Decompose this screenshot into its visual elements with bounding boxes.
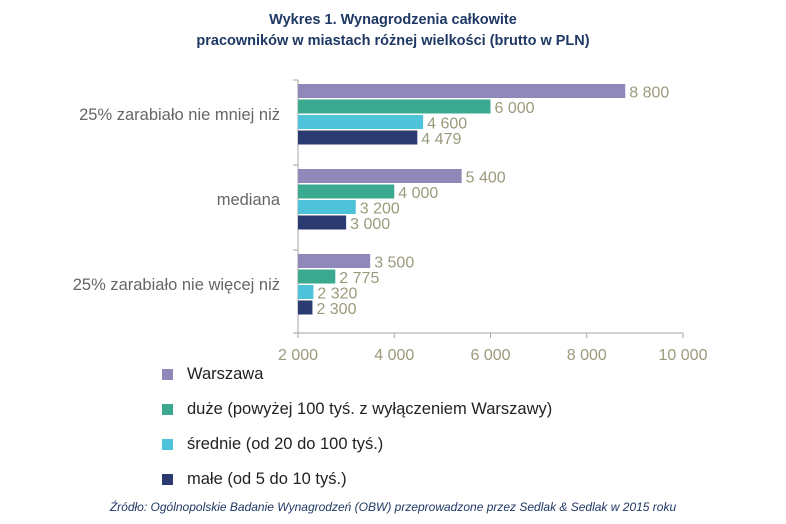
legend-item: średnie (od 20 do 100 tyś.) [162, 427, 552, 462]
bar-chart: 2 000 4 000 6 000 8 000 10 000 25% zarabiało … [73, 79, 708, 364]
bar [298, 269, 336, 284]
data-label: 4 000 [398, 185, 438, 202]
bar [298, 169, 462, 183]
bar [298, 254, 371, 268]
data-label: 8 800 [629, 85, 669, 102]
category-label: 25% zarabiało nie mniej niż [79, 106, 280, 124]
data-label: 3 500 [374, 255, 414, 272]
bar [298, 300, 313, 315]
chart-title: Wykres 1. Wynagrodzenia całkowite pracow… [0, 10, 786, 52]
legend-swatch [162, 369, 173, 380]
data-label: 5 400 [466, 170, 506, 187]
bar [298, 99, 491, 114]
data-label: 2 320 [317, 286, 357, 303]
data-label: 3 200 [360, 201, 400, 218]
bar [298, 130, 418, 145]
bar [298, 184, 395, 199]
bar [298, 215, 347, 230]
x-tick-label: 10 000 [659, 347, 708, 364]
x-tick-label: 4 000 [374, 347, 414, 364]
x-tick-label: 2 000 [278, 347, 318, 364]
legend-label: małe (od 5 do 10 tyś.) [187, 470, 347, 488]
x-tick-label: 8 000 [567, 347, 607, 364]
data-label: 3 000 [350, 216, 390, 233]
legend-item: duże (powyżej 100 tyś. z wyłączeniem War… [162, 392, 552, 427]
legend-swatch [162, 474, 173, 485]
legend-label: duże (powyżej 100 tyś. z wyłączeniem War… [187, 400, 553, 418]
legend-swatch [162, 439, 173, 450]
source-note: Źródło: Ogólnopolskie Badanie Wynagrodze… [109, 500, 677, 514]
chart-title-line-2: pracowników w miastach różnej wielkości … [196, 33, 590, 49]
data-label: 2 300 [316, 301, 356, 318]
legend-item: Warszawa [162, 357, 552, 392]
legend-item: małe (od 5 do 10 tyś.) [162, 462, 552, 497]
category-label: 25% zarabiało nie więcej niż [73, 276, 280, 294]
x-tick-label: 6 000 [470, 347, 510, 364]
bar [298, 115, 424, 129]
legend-label: Warszawa [187, 365, 264, 383]
bar [298, 200, 356, 214]
data-label: 2 775 [339, 270, 379, 287]
data-label: 6 000 [495, 100, 535, 117]
category-label: mediana [217, 191, 281, 209]
chart-title-line-1: Wykres 1. Wynagrodzenia całkowite [269, 12, 517, 28]
chart-legend: Warszawa duże (powyżej 100 tyś. z wyłącze… [162, 357, 552, 497]
data-label: 4 479 [421, 131, 461, 148]
legend-swatch [162, 404, 173, 415]
bar [298, 84, 626, 98]
data-label: 4 600 [427, 116, 467, 133]
bar [298, 285, 314, 299]
legend-label: średnie (od 20 do 100 tyś.) [187, 435, 384, 453]
